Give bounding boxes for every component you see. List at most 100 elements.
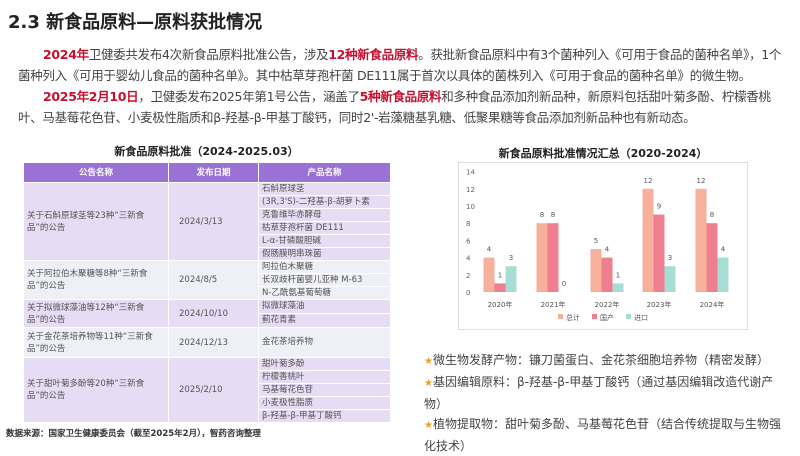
- data-label: 8: [551, 211, 555, 219]
- paragraph-2024: 2024年卫健委共发布4次新食品原料批准公告，涉及12种新食品原料。获批新食品原…: [18, 44, 788, 86]
- product-name: 克鲁维毕赤酵母: [258, 208, 391, 222]
- x-tick-label: 2020年: [488, 300, 513, 309]
- product-name: (3R,3'S)-二羟基-β-胡萝卜素: [258, 195, 391, 209]
- table-row: N-乙酰氨基葡萄糖: [24, 286, 391, 300]
- table-row: (3R,3'S)-二羟基-β-胡萝卜素: [24, 195, 391, 209]
- data-label: 3: [509, 254, 513, 262]
- product-name: 金花茶培养物: [258, 327, 391, 358]
- data-label: 8: [540, 211, 544, 219]
- product-name: 长双歧杆菌婴儿亚种 M-63: [258, 273, 391, 287]
- table-row: β-羟基-β-甲基丁酸钙: [24, 409, 391, 423]
- y-tick-label: 2: [466, 272, 470, 280]
- paragraph-2025: 2025年2月10日，卫健委发布2025年第1号公告，涵盖了5种新食品原料和多种…: [18, 86, 788, 128]
- y-tick-label: 12: [466, 186, 475, 194]
- table-row: L-α-甘磷酸胆碱: [24, 234, 391, 248]
- data-label: 0: [562, 280, 566, 288]
- legend-label: 进口: [634, 314, 648, 322]
- data-label: 9: [657, 203, 661, 211]
- product-name: L-α-甘磷酸胆碱: [258, 234, 391, 248]
- product-name: β-羟基-β-甲基丁酸钙: [258, 409, 391, 423]
- table-row: 小麦极性脂质: [24, 396, 391, 410]
- intro-paragraphs: 2024年卫健委共发布4次新食品原料批准公告，涉及12种新食品原料。获批新食品原…: [18, 44, 788, 128]
- header-row: 公告名称 发布日期 产品名称: [23, 162, 391, 183]
- table-row: 关于拟微球藻油等12种“三新食品”的公告 2024/10/10 拟微球藻油: [23, 299, 391, 328]
- legend-swatch: [626, 314, 631, 319]
- bar-进口: [612, 283, 624, 292]
- table-section: 新食品原料批准（2024-2025.03） 公告名称 发布日期 产品名称 关于石斛原球…: [6, 145, 391, 440]
- bar-总计: [695, 188, 707, 292]
- bar-进口: [505, 266, 517, 292]
- table-row: 假肠膜明串珠菌: [24, 247, 391, 261]
- product-name: 假肠膜明串珠菌: [258, 247, 391, 261]
- table-row: 柠檬香桃叶: [24, 370, 391, 384]
- data-label: 1: [616, 271, 620, 279]
- product-name: 小麦极性脂质: [258, 396, 391, 410]
- table-row: 关于阿拉伯木聚糖等8种“三新食品”的公告 2024/8/5 阿拉伯木聚糖: [23, 260, 391, 300]
- notice-name: 关于金花茶培养物等11种“三新食品”的公告: [23, 327, 169, 358]
- highlight-2024: 2024年: [43, 47, 89, 62]
- data-label: 12: [697, 177, 706, 185]
- bar-国产: [706, 223, 718, 292]
- bar-总计: [536, 223, 548, 292]
- product-name: 阿拉伯木聚糖: [258, 260, 391, 274]
- page-title: 2.3 新食品原料—原料获批情况: [8, 12, 263, 33]
- bar-国产: [547, 223, 559, 292]
- release-date: 2024/3/13: [168, 182, 259, 261]
- release-date: 2024/8/5: [168, 260, 259, 300]
- source-note: 数据来源：国家卫生健康委员会（截至2025年2月），智药咨询整理: [6, 429, 261, 439]
- y-tick-label: 14: [466, 169, 475, 177]
- star-icon: ★: [424, 420, 433, 431]
- product-name: 柠檬香桃叶: [258, 370, 391, 384]
- product-name: 拟微球藻油: [258, 299, 391, 314]
- release-date: 2024/12/13: [168, 327, 259, 358]
- highlight-count: 5种新食品原料: [359, 89, 442, 104]
- release-date: 2025/2/10: [168, 357, 259, 423]
- notice-name: 关于石斛原球茎等23种“三新食品”的公告: [23, 182, 169, 261]
- bullet-item: ★基因编辑原料：β-羟基-β-甲基丁酸钙（通过基因编辑改造代谢产物）: [424, 372, 790, 414]
- bullet-text: 植物提取物：甜叶菊多酚、马基莓花色苷（结合传统提取与生物强化技术）: [424, 417, 781, 453]
- column-header: 发布日期: [168, 162, 259, 183]
- y-tick-label: 0: [466, 289, 470, 297]
- table-row: 马基莓花色苷: [24, 383, 391, 397]
- table-title: 新食品原料批准（2024-2025.03）: [114, 145, 299, 158]
- product-name: 甜叶菊多酚: [258, 357, 391, 371]
- table-row: 枯草芽孢杆菌 DE111: [24, 221, 391, 235]
- table-row: 关于金花茶培养物等11种“三新食品”的公告 2024/12/13 金花茶培养物: [23, 327, 391, 358]
- star-icon: ★: [424, 356, 433, 367]
- data-label: 12: [644, 177, 653, 185]
- x-tick-label: 2023年: [647, 300, 672, 309]
- data-label: 5: [594, 237, 598, 245]
- table-row: 长双歧杆菌婴儿亚种 M-63: [24, 273, 391, 287]
- product-name: N-乙酰氨基葡萄糖: [258, 286, 391, 300]
- bullet-text: 基因编辑原料：β-羟基-β-甲基丁酸钙（通过基因编辑改造代谢产物）: [424, 375, 774, 411]
- star-icon: ★: [424, 378, 433, 389]
- notice-name: 关于拟微球藻油等12种“三新食品”的公告: [23, 299, 169, 328]
- y-tick-label: 10: [466, 203, 475, 211]
- product-name: 石斛原球茎: [258, 182, 391, 196]
- column-header: 产品名称: [258, 162, 391, 183]
- text: ，卫健委发布2025年第1号公告，涵盖了: [138, 89, 360, 104]
- product-name: 蓟花青素: [258, 313, 391, 328]
- legend-swatch: [592, 314, 597, 319]
- data-label: 4: [487, 246, 492, 254]
- table-row: 克鲁维毕赤酵母: [24, 208, 391, 222]
- data-label: 1: [498, 271, 502, 279]
- y-tick-label: 6: [466, 237, 471, 245]
- bar-总计: [590, 249, 602, 292]
- bar-国产: [653, 214, 665, 292]
- data-label: 3: [668, 254, 672, 262]
- bar-总计: [483, 257, 495, 292]
- column-header: 公告名称: [23, 162, 169, 183]
- data-label: 4: [721, 246, 726, 254]
- x-tick-label: 2022年: [595, 300, 620, 309]
- bar-国产: [494, 283, 506, 292]
- x-tick-label: 2021年: [541, 300, 566, 309]
- text: 。获批新食品原料中有3个菌种列入《可用于食品的菌种名单》，1个菌种列入《可用于婴…: [18, 47, 782, 83]
- bar-进口: [717, 257, 729, 292]
- text: 卫健委共发布4次新食品原料批准公告，涉及: [88, 47, 329, 62]
- table-row: 关于石斛原球茎等23种“三新食品”的公告 2024/3/13 石斛原球茎: [23, 182, 391, 261]
- table-row: 关于甜叶菊多酚等20种“三新食品”的公告 2025/2/10 甜叶菊多酚: [23, 357, 391, 423]
- legend-swatch: [558, 314, 563, 319]
- highlight-count: 12种新食品原料: [328, 47, 419, 62]
